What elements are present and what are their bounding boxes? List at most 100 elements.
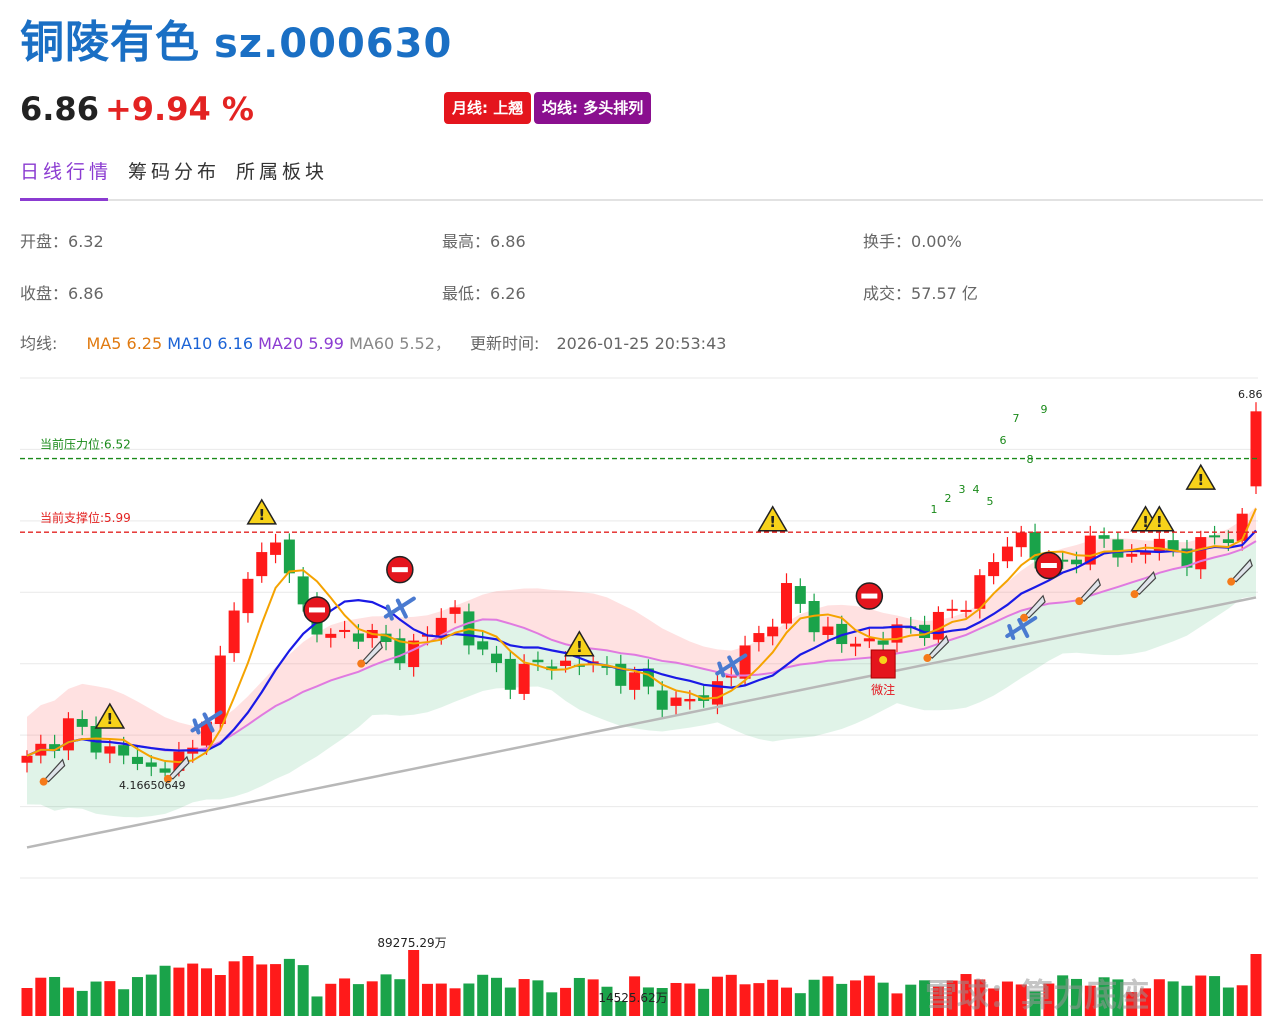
candle-body xyxy=(822,626,834,635)
envelope-seal xyxy=(879,656,888,664)
td-number: 4 xyxy=(973,483,980,496)
candle-body xyxy=(477,641,489,650)
volume-bars xyxy=(21,950,1262,1016)
warning-mark: ! xyxy=(576,638,583,656)
warning-icon xyxy=(1185,463,1217,490)
candle-body xyxy=(159,768,171,773)
rocket-flame xyxy=(39,777,48,786)
volume-bar xyxy=(145,974,157,1016)
candle-body xyxy=(1181,548,1193,568)
volume-bar xyxy=(546,992,558,1016)
open-stat: 开盘：6.32 xyxy=(20,228,104,252)
candle-body xyxy=(297,576,309,605)
price-change: +9.94 % xyxy=(104,90,254,128)
warning-mark: ! xyxy=(258,506,265,524)
candle-body xyxy=(960,609,972,612)
candle-body xyxy=(449,607,461,614)
volume-bar xyxy=(104,981,116,1016)
rocket-flame xyxy=(1020,613,1029,622)
tab-daily[interactable]: 日线行情 xyxy=(20,157,112,201)
tab-sector[interactable]: 所属板块 xyxy=(236,161,329,183)
volume-bar xyxy=(1140,988,1152,1016)
volume-bar xyxy=(76,990,88,1016)
low-price-label: 4.16650649 xyxy=(119,779,185,792)
volume-bar xyxy=(1181,985,1193,1016)
candle-body xyxy=(780,583,792,624)
volume-bar xyxy=(1015,984,1027,1016)
warning-icon xyxy=(246,498,278,525)
candle-body xyxy=(1098,535,1110,539)
candle-body xyxy=(21,755,33,763)
price-row: 6.86 +9.94 % xyxy=(20,90,254,128)
volume-bar xyxy=(435,983,447,1016)
warning-mark: ! xyxy=(1142,513,1149,531)
volume-bar xyxy=(159,965,171,1016)
td-number: 9 xyxy=(1041,403,1048,416)
volume-bar xyxy=(297,965,309,1016)
ma60-line xyxy=(26,596,1257,849)
ma20-value: MA20 5.99 xyxy=(258,334,344,353)
volume-bar xyxy=(518,979,530,1016)
stock-title: 铜陵有色 sz.000630 xyxy=(20,6,452,70)
volume-bar xyxy=(1029,991,1041,1016)
volume-bar xyxy=(201,968,213,1016)
plane-icon xyxy=(715,653,748,678)
volume-bar xyxy=(408,950,420,1016)
high-stat: 最高：6.86 xyxy=(442,228,526,252)
warning-icon xyxy=(1144,505,1175,532)
candle-body xyxy=(1001,546,1013,562)
ma20-line xyxy=(26,540,1257,757)
tab-chips[interactable]: 筹码分布 xyxy=(128,161,221,183)
volume-bar xyxy=(946,980,958,1016)
volume-bar xyxy=(656,988,668,1016)
stop-bar xyxy=(861,593,878,599)
volume-bar xyxy=(767,979,779,1016)
candle-body xyxy=(546,666,558,671)
volume-bar xyxy=(325,983,337,1016)
volume-bar xyxy=(256,964,268,1016)
candle-body xyxy=(228,610,240,654)
volume-stat: 成交：57.57 亿 xyxy=(863,280,978,304)
candle-body xyxy=(1084,535,1096,565)
volume-bar xyxy=(131,977,143,1016)
volume-bar xyxy=(1236,985,1248,1016)
volume-bar xyxy=(587,979,599,1016)
candle-body xyxy=(201,721,213,746)
close-value: 6.86 xyxy=(68,284,104,303)
td-number: 3 xyxy=(959,483,966,496)
candle-body xyxy=(932,611,944,640)
volume-bar xyxy=(242,956,254,1016)
candle-body xyxy=(118,745,130,756)
candle-body xyxy=(642,668,654,687)
volume-bar xyxy=(642,987,654,1016)
high-price-label: 6.86 xyxy=(1238,388,1263,401)
volume-bar xyxy=(1250,954,1262,1016)
tab-bar: 日线行情 筹码分布 所属板块 xyxy=(20,157,1263,201)
volume-bar xyxy=(1084,985,1096,1016)
volume-value: 57.57 亿 xyxy=(911,284,978,303)
volume-bar xyxy=(877,982,889,1016)
candle-body xyxy=(1153,538,1165,552)
volume-bar xyxy=(1070,978,1082,1016)
candle-body xyxy=(560,660,572,666)
candle-body xyxy=(1222,539,1234,544)
volume-bar xyxy=(725,974,737,1016)
volume-bar xyxy=(974,979,986,1016)
volume-bar xyxy=(960,974,972,1016)
ma5-value: MA5 6.25 xyxy=(86,334,163,353)
candle-body xyxy=(877,640,889,645)
volume-bar xyxy=(601,986,613,1016)
warning-mark: ! xyxy=(1197,471,1204,489)
candle-body xyxy=(504,658,516,690)
candle-body xyxy=(656,690,668,710)
volume-bar xyxy=(352,984,364,1016)
monthly-trend-badge: 月线: 上翘 xyxy=(444,92,532,124)
warning-icon xyxy=(757,505,788,532)
ma60-value: MA60 5.52， xyxy=(349,334,451,353)
high-label: 最高： xyxy=(442,232,491,251)
candle-body xyxy=(394,638,406,664)
volume-bar xyxy=(118,989,130,1016)
candle-body xyxy=(1126,553,1138,557)
stock-code: sz.000630 xyxy=(214,21,453,67)
candle-body xyxy=(435,617,447,639)
